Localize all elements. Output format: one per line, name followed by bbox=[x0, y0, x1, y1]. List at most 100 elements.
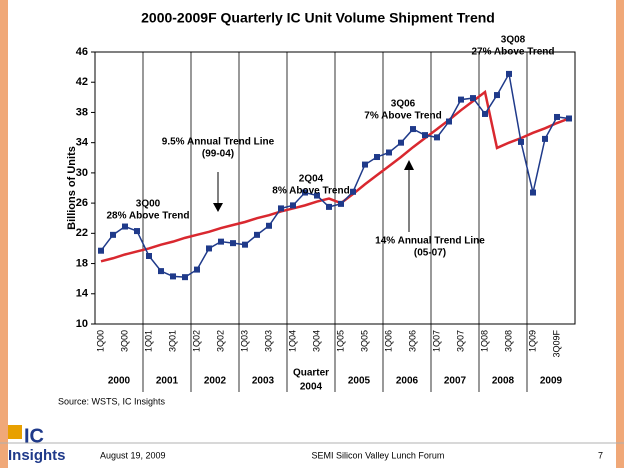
x-tick-label: 3Q01 bbox=[167, 330, 177, 352]
marker bbox=[242, 241, 248, 248]
marker bbox=[518, 138, 524, 145]
x-tick-label: 1Q08 bbox=[479, 330, 489, 352]
x-tick-label: 3Q05 bbox=[359, 330, 369, 352]
marker bbox=[98, 247, 104, 254]
year-label: 2008 bbox=[492, 376, 515, 387]
annotation: 3Q06 bbox=[391, 99, 416, 110]
y-tick-label: 38 bbox=[76, 106, 88, 118]
marker bbox=[386, 149, 392, 156]
y-tick-label: 30 bbox=[76, 167, 88, 179]
marker bbox=[158, 268, 164, 275]
marker bbox=[362, 161, 368, 168]
marker bbox=[314, 192, 320, 199]
trend-line bbox=[100, 89, 570, 263]
marker bbox=[122, 223, 128, 230]
marker bbox=[410, 126, 416, 133]
year-label: 2001 bbox=[156, 376, 179, 387]
marker bbox=[278, 205, 284, 212]
x-tick-label: 1Q09 bbox=[527, 330, 537, 352]
marker bbox=[110, 231, 116, 238]
marker bbox=[422, 132, 428, 139]
year-label: 2003 bbox=[252, 376, 275, 387]
annotation: 2Q04 bbox=[299, 174, 324, 185]
x-tick-label: 1Q04 bbox=[287, 330, 297, 352]
marker bbox=[146, 253, 152, 259]
marker bbox=[458, 96, 464, 103]
y-tick-label: 18 bbox=[76, 257, 88, 269]
marker bbox=[566, 115, 572, 122]
marker bbox=[254, 231, 260, 238]
logo-ic: IC bbox=[24, 425, 44, 447]
year-label: 2004 bbox=[300, 382, 323, 393]
marker bbox=[350, 188, 356, 195]
annotation: 14% Annual Trend Line bbox=[375, 236, 485, 247]
x-tick-label: 3Q08 bbox=[503, 330, 513, 352]
marker bbox=[266, 222, 272, 229]
x-tick-label: 1Q07 bbox=[431, 330, 441, 352]
left-band bbox=[0, 0, 8, 468]
annotation: 27% Above Trend bbox=[472, 47, 555, 58]
marker bbox=[446, 118, 452, 125]
year-label: 2005 bbox=[348, 376, 371, 387]
marker bbox=[482, 110, 488, 117]
x-tick-label: 3Q02 bbox=[215, 330, 225, 352]
logo-insights: Insights bbox=[8, 447, 66, 464]
annotation: 3Q00 bbox=[136, 199, 161, 210]
marker bbox=[302, 189, 308, 196]
x-tick-label: 3Q00 bbox=[119, 330, 129, 352]
marker bbox=[542, 135, 548, 142]
y-tick-label: 22 bbox=[76, 227, 88, 239]
marker bbox=[470, 95, 476, 102]
y-tick-label: 34 bbox=[76, 137, 89, 149]
marker bbox=[218, 238, 224, 245]
x-tick-label: 3Q07 bbox=[455, 330, 465, 352]
x-tick-label: 3Q04 bbox=[311, 330, 321, 352]
y-axis-label: Billions of Units bbox=[66, 146, 78, 230]
marker bbox=[506, 70, 512, 77]
x-tick-label: 1Q05 bbox=[335, 330, 345, 352]
x-tick-label: 1Q00 bbox=[95, 330, 105, 352]
marker bbox=[554, 113, 560, 120]
arrowhead bbox=[404, 160, 414, 170]
marker bbox=[182, 274, 188, 281]
marker bbox=[194, 266, 200, 273]
annotation: (05-07) bbox=[414, 248, 446, 259]
marker bbox=[290, 202, 296, 209]
annotation: 7% Above Trend bbox=[364, 111, 441, 122]
annotation: 3Q08 bbox=[501, 35, 526, 46]
x-tick-label: 3Q09F bbox=[551, 329, 561, 357]
right-band bbox=[616, 0, 624, 468]
marker bbox=[230, 240, 236, 247]
marker bbox=[530, 189, 536, 196]
marker bbox=[434, 134, 440, 141]
marker bbox=[398, 139, 404, 146]
y-tick-label: 42 bbox=[76, 76, 88, 88]
footer-event: SEMI Silicon Valley Lunch Forum bbox=[312, 450, 445, 460]
marker bbox=[338, 200, 344, 207]
x-tick-label: 3Q03 bbox=[263, 330, 273, 352]
annotation: (99-04) bbox=[202, 149, 234, 160]
page-number: 7 bbox=[598, 450, 603, 460]
x-tick-label: 1Q02 bbox=[191, 330, 201, 352]
marker bbox=[494, 92, 500, 99]
year-label: 2007 bbox=[444, 376, 467, 387]
year-label: 2006 bbox=[396, 376, 419, 387]
x-axis-label: Quarter bbox=[293, 368, 329, 379]
source: Source: WSTS, IC Insights bbox=[58, 396, 166, 406]
marker bbox=[134, 228, 140, 235]
year-label: 2000 bbox=[108, 376, 131, 387]
year-label: 2002 bbox=[204, 376, 227, 387]
x-tick-label: 1Q03 bbox=[239, 330, 249, 352]
x-tick-label: 1Q06 bbox=[383, 330, 393, 352]
y-tick-label: 14 bbox=[76, 288, 89, 300]
annotation: 9.5% Annual Trend Line bbox=[162, 137, 275, 148]
marker bbox=[374, 154, 380, 161]
annotation: 8% Above Trend bbox=[272, 186, 349, 197]
marker bbox=[206, 245, 212, 252]
chart-title: 2000-2009F Quarterly IC Unit Volume Ship… bbox=[141, 10, 495, 26]
marker bbox=[326, 203, 332, 210]
data-line bbox=[100, 71, 570, 278]
y-tick-label: 46 bbox=[76, 46, 88, 58]
annotation: 28% Above Trend bbox=[107, 211, 190, 222]
